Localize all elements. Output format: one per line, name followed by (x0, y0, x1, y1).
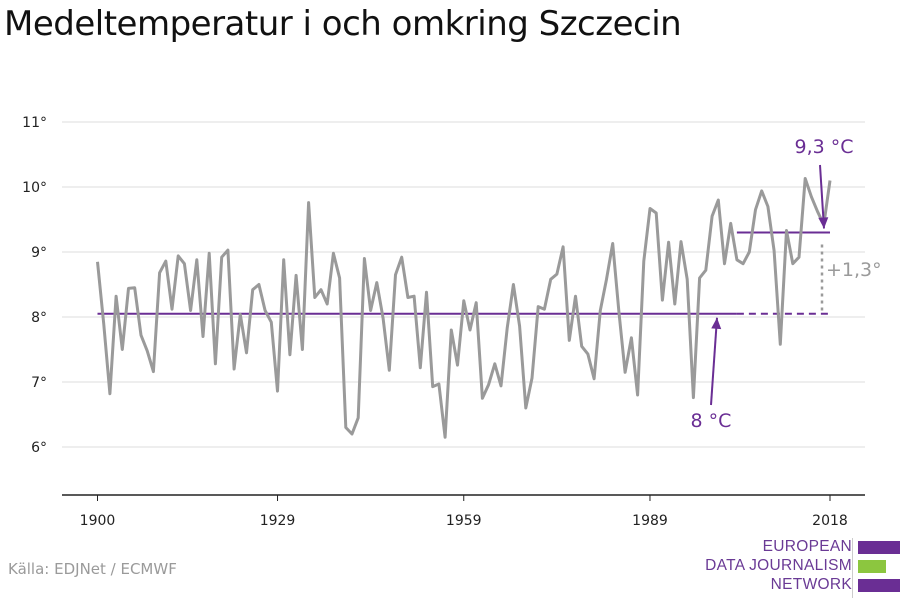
baseline-average-arrow-shaft (710, 317, 718, 406)
y-tick-label-11: 11° (22, 115, 47, 131)
logo-bar-purple-top (858, 541, 900, 554)
temperature-series-line (96, 177, 832, 439)
difference-label: +1,3° (826, 259, 882, 281)
x-tick-labels: 1900 1929 1959 1989 2018 (80, 495, 848, 529)
y-tick-label-10: 10° (22, 180, 47, 196)
logo-text-line-3: NETWORK (770, 576, 852, 593)
x-tick-label-1900: 1900 (80, 513, 116, 529)
logo-text-line-2: DATA JOURNALISM (705, 557, 852, 574)
logo-bar-green (858, 560, 886, 573)
recent-average-label: 9,3 °C (794, 136, 853, 158)
x-tick-label-1989: 1989 (632, 513, 668, 529)
annotations: +1,3° 9,3 °C 8 °C (691, 136, 882, 432)
y-tick-label-6: 6° (31, 440, 47, 456)
y-tick-label-7: 7° (31, 375, 47, 391)
baseline-average-arrow-head (711, 317, 722, 330)
grid-lines (62, 121, 865, 448)
logo-divider (852, 538, 853, 598)
x-tick-label-1929: 1929 (260, 513, 296, 529)
y-tick-labels: 6° 7° 8° 9° 10° 11° (22, 115, 47, 456)
x-tick-label-2018: 2018 (812, 513, 848, 529)
logo-text-line-1: EUROPEAN (762, 538, 852, 555)
y-tick-label-8: 8° (31, 310, 47, 326)
x-tick-label-1959: 1959 (446, 513, 482, 529)
logo-bar-purple-bottom (858, 579, 900, 592)
recent-average-arrow-head (818, 217, 829, 229)
edjnet-logo: EUROPEAN DATA JOURNALISM NETWORK (705, 538, 900, 598)
page-title: Medeltemperatur i och omkring Szczecin (4, 4, 682, 44)
baseline-average-label: 8 °C (691, 410, 732, 432)
y-tick-label-9: 9° (31, 245, 47, 261)
source-note: Källa: EDJNet / ECMWF (8, 560, 177, 578)
